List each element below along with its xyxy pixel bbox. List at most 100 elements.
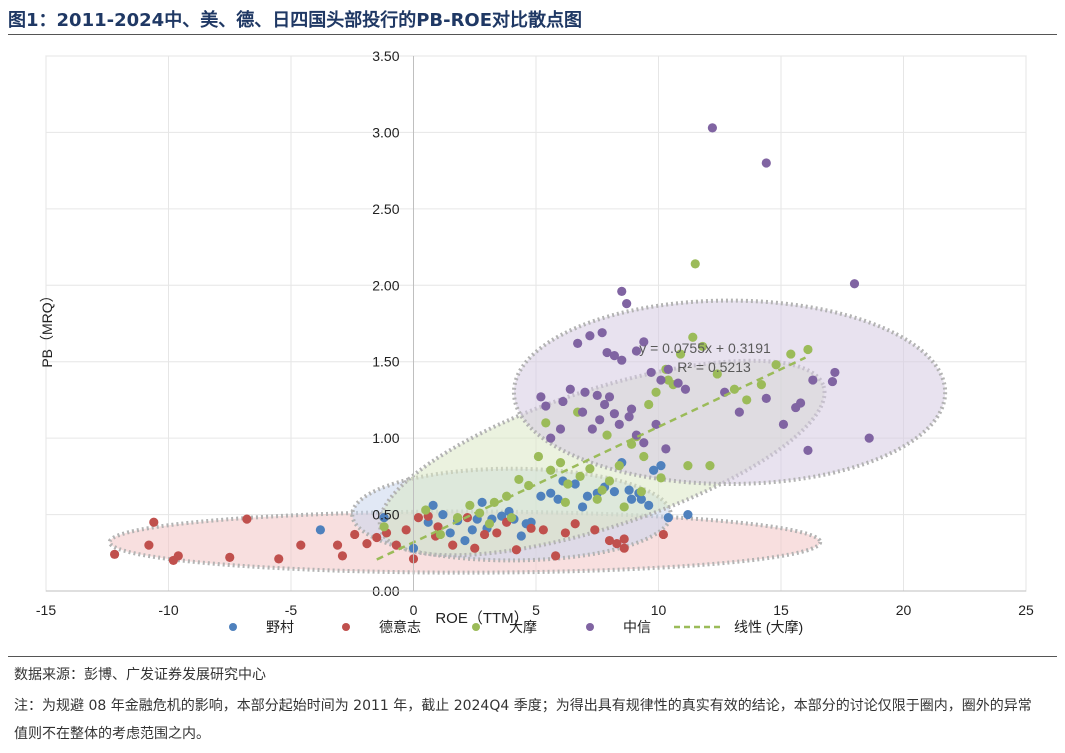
point-中信 — [803, 445, 813, 455]
point-德意志 — [332, 540, 343, 550]
point-德意志 — [570, 519, 580, 529]
point-中信 — [827, 376, 838, 387]
point-德意志 — [350, 529, 360, 540]
point-德意志 — [560, 528, 571, 538]
point-野村 — [663, 513, 673, 523]
point-中信 — [536, 392, 546, 402]
x-tick-label: -10 — [158, 602, 178, 618]
point-德意志 — [658, 529, 669, 540]
point-德意志 — [433, 522, 443, 532]
legend-marker-野村 — [229, 623, 237, 631]
point-大摩 — [698, 341, 708, 352]
point-野村 — [553, 494, 563, 504]
x-tick-label: 5 — [532, 602, 540, 618]
point-大摩 — [514, 474, 524, 485]
point-德意志 — [492, 528, 502, 538]
y-tick-label: 3.50 — [372, 48, 399, 64]
axes: -15 -10 -5 0 5 10 15 20 250.000.501.001.502.002.… — [36, 48, 1034, 618]
point-中信 — [580, 387, 590, 397]
point-德意志 — [372, 532, 382, 543]
point-中信 — [617, 286, 627, 296]
point-中信 — [673, 378, 683, 388]
legend-label: 中信 — [623, 619, 651, 635]
point-大摩 — [604, 476, 615, 486]
y-tick-label: 3.00 — [372, 124, 399, 140]
legend-marker-大摩 — [472, 623, 480, 631]
point-德意志 — [479, 529, 490, 540]
point-德意志 — [526, 523, 536, 533]
point-德意志 — [619, 534, 629, 544]
point-大摩 — [489, 497, 499, 507]
point-中信 — [602, 347, 612, 358]
point-中信 — [565, 384, 575, 394]
x-tick-label: -5 — [285, 602, 298, 618]
scatter-chart: -15 -10 -5 0 5 10 15 20 250.000.501.001.502.002.… — [36, 48, 1034, 635]
y-tick-label: 1.00 — [372, 430, 399, 446]
point-中信 — [622, 299, 632, 309]
point-大摩 — [563, 479, 573, 489]
point-大摩 — [656, 473, 666, 483]
point-野村 — [438, 509, 448, 520]
point-大摩 — [421, 505, 431, 515]
x-tick-label: 0 — [410, 602, 418, 618]
point-野村 — [577, 502, 588, 512]
point-中信 — [600, 399, 610, 410]
point-野村 — [445, 528, 455, 538]
legend-label: 德意志 — [379, 619, 421, 635]
point-野村 — [582, 491, 593, 501]
point-大摩 — [602, 430, 612, 440]
point-大摩 — [636, 487, 646, 497]
x-tick-label: 10 — [651, 602, 667, 618]
point-中信 — [849, 279, 860, 289]
point-大摩 — [729, 384, 740, 394]
point-中信 — [808, 375, 818, 385]
point-中信 — [680, 384, 691, 394]
point-大摩 — [690, 259, 700, 269]
point-大摩 — [688, 332, 698, 342]
point-中信 — [604, 392, 615, 402]
point-中信 — [778, 419, 789, 429]
point-中信 — [555, 424, 566, 434]
x-tick-label: 15 — [773, 602, 789, 618]
point-大摩 — [712, 369, 722, 379]
point-大摩 — [644, 399, 654, 410]
point-大摩 — [575, 471, 585, 481]
legend-label: 大摩 — [509, 619, 537, 635]
point-大摩 — [683, 461, 693, 471]
legend-marker-德意志 — [342, 623, 350, 631]
y-tick-label: 2.00 — [372, 277, 399, 293]
footnote: 注：为规避 08 年金融危机的影响，本部分起始时间为 2011 年，截止 202… — [14, 698, 1032, 742]
point-野村 — [624, 485, 634, 495]
point-德意志 — [401, 525, 411, 535]
point-中信 — [546, 433, 556, 443]
point-野村 — [546, 488, 556, 498]
y-tick-label: 0.50 — [372, 507, 399, 523]
point-德意志 — [296, 540, 306, 550]
point-中信 — [734, 407, 744, 417]
point-中信 — [661, 444, 671, 454]
point-中信 — [639, 337, 649, 347]
point-野村 — [467, 525, 477, 535]
point-大摩 — [435, 529, 446, 540]
point-野村 — [460, 535, 470, 546]
point-野村 — [516, 531, 526, 541]
legend-label: 线性 (大摩) — [734, 619, 803, 635]
point-大摩 — [663, 375, 673, 385]
point-大摩 — [453, 513, 463, 523]
point-野村 — [315, 525, 325, 535]
point-野村 — [656, 461, 666, 471]
point-大摩 — [803, 344, 813, 355]
legend-marker-中信 — [586, 623, 594, 631]
point-大摩 — [786, 349, 796, 359]
x-tick-label: 25 — [1018, 602, 1034, 618]
point-德意志 — [110, 549, 120, 559]
point-中信 — [651, 419, 661, 429]
point-中信 — [796, 398, 806, 408]
bottom-divider — [8, 656, 1057, 657]
point-大摩 — [619, 502, 629, 512]
point-野村 — [379, 513, 389, 523]
point-大摩 — [560, 497, 571, 507]
point-中信 — [585, 331, 595, 341]
figure-title: 图1：2011-2024中、美、德、日四国头部投行的PB-ROE对比散点图 — [8, 10, 583, 31]
point-德意志 — [448, 540, 458, 550]
